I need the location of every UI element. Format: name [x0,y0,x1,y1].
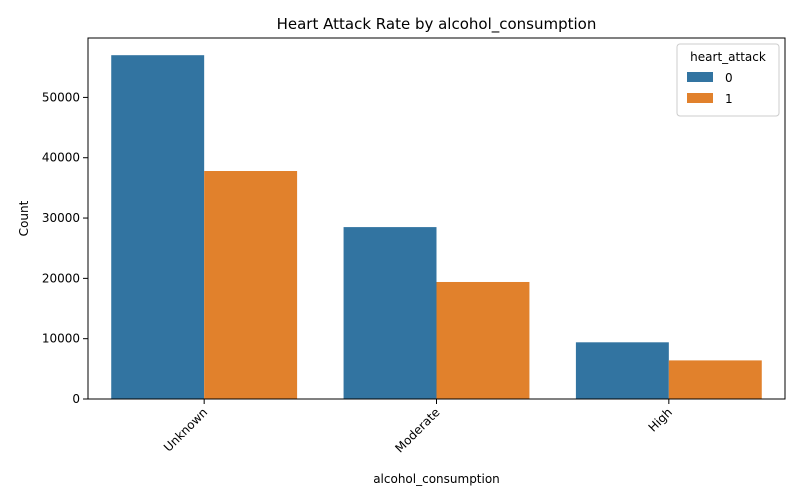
bar-moderate-series-1 [436,281,530,399]
legend: heart_attack 0 1 [676,43,780,117]
bar-unknown-series-1 [204,171,298,399]
legend-label-series-1: 1 [725,92,733,106]
bars-group [111,55,762,399]
y-tick-label: 40000 [42,151,80,165]
bar-moderate-series-0 [343,227,437,399]
x-tick-label: Moderate [392,405,442,455]
legend-label-series-0: 0 [725,71,733,85]
x-axis-label: alcohol_consumption [373,472,500,486]
y-tick-label: 0 [72,392,80,406]
y-tick-label: 20000 [42,271,80,285]
axes-frame [87,37,786,400]
plot-border [87,37,786,400]
legend-swatch-series-0 [687,72,713,82]
bar-high-series-1 [668,360,762,399]
x-tick-label: High [646,405,675,434]
y-axis-label: Count [17,200,31,236]
bar-high-series-0 [575,342,669,399]
y-tick-label: 50000 [42,90,80,104]
chart-title: Heart Attack Rate by alcohol_consumption [277,15,597,34]
legend-swatch-series-1 [687,93,713,103]
legend-title: heart_attack [690,50,766,64]
y-axis-ticks: 0 10000 20000 30000 40000 50000 [42,90,88,406]
y-tick-label: 10000 [42,332,80,346]
x-tick-label: Unknown [161,405,210,454]
x-axis-ticks: Unknown Moderate High [161,399,675,455]
bar-unknown-series-0 [111,55,205,399]
y-tick-label: 30000 [42,211,80,225]
